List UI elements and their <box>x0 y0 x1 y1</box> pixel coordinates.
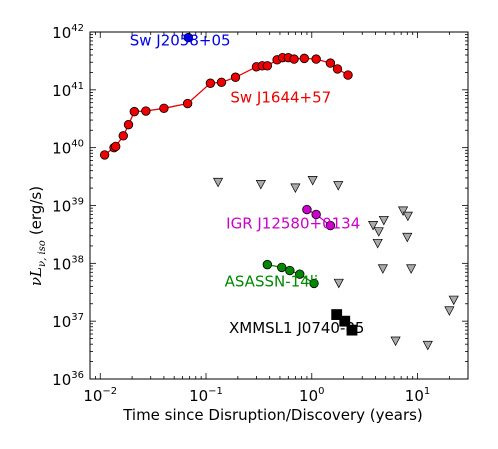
x-tick-label: 10−1 <box>189 386 223 405</box>
series-sw-j2058-05-point <box>183 32 193 43</box>
series-sw-j1644-57-point <box>118 131 128 141</box>
series-sw-j1644-57 <box>99 52 353 160</box>
series-asassn-14li-point <box>295 269 305 279</box>
annotation-sw-j1644-57: Sw J1644+57 <box>230 89 331 107</box>
series-sw-j1644-57-point <box>99 150 110 160</box>
series-igr-j12580-0134 <box>302 204 336 231</box>
series-sw-j1644-57-point <box>216 77 227 87</box>
series-asassn-14li-point <box>309 278 319 289</box>
y-tick-label: 1040 <box>52 139 84 158</box>
y-tick-label: 1037 <box>52 312 84 331</box>
series-upper-limits-point <box>377 264 388 274</box>
x-tick-label: 10−2 <box>83 386 117 405</box>
series-upper-limits-point <box>406 264 417 274</box>
y-tick-label: 1039 <box>52 197 84 216</box>
series-upper-limits-point <box>333 181 344 191</box>
series-sw-j1644-57-point <box>141 106 151 116</box>
series-upper-limits-point <box>378 215 389 226</box>
y-axis-label-unit: (erg/s) <box>27 186 45 235</box>
y-axis-label-sub: ν, iso <box>37 240 48 267</box>
series-asassn-14li <box>262 259 319 289</box>
series-upper-limits-point <box>212 177 224 188</box>
series-sw-j1644-57-point <box>205 78 216 88</box>
series-upper-limits-point <box>448 295 459 306</box>
series-sw-j2058-05 <box>183 32 193 43</box>
y-tick-label: 1042 <box>52 23 84 42</box>
series-sw-j1644-57-point <box>299 53 310 64</box>
series-upper-limits-point <box>373 227 384 237</box>
series-upper-limits-point <box>372 238 383 249</box>
series-sw-j1644-57-point <box>311 54 321 64</box>
series-asassn-14li-point <box>277 262 287 273</box>
series-sw-j1644-57-point <box>123 119 134 130</box>
series-upper-limits-point <box>402 211 413 222</box>
annotation-asassn-14li: ASASSN-14li <box>225 272 318 290</box>
y-axis-label: νLν, iso (erg/s) <box>27 186 48 286</box>
y-axis-label-main: νL <box>27 267 45 286</box>
data-layer <box>99 32 459 351</box>
series-upper-limits-point <box>255 180 266 190</box>
series-sw-j1644-57-point <box>129 106 140 117</box>
series-upper-limits-point <box>390 336 401 347</box>
series-xmmsl1-j0740-85-point <box>339 315 351 327</box>
series-upper-limits-point <box>444 306 455 316</box>
series-sw-j1644-57-point <box>182 98 193 109</box>
series-xmmsl1-j0740-85 <box>331 309 358 336</box>
series-sw-j1644-57-point <box>332 64 343 74</box>
series-sw-j1644-57-point <box>289 54 299 64</box>
series-xmmsl1-j0740-85-point <box>346 324 358 336</box>
y-tick-label: 1038 <box>52 254 84 273</box>
x-axis-label: Time since Disruption/Discovery (years) <box>122 406 423 424</box>
series-sw-j1644-57-point <box>325 58 336 68</box>
svg-text:νLν, iso(erg/s): νLν, iso (erg/s) <box>27 186 48 286</box>
series-igr-j12580-0134-point <box>302 204 312 215</box>
annotation-xmmsl1-j0740-85: XMMSL1 J0740-85 <box>229 319 364 337</box>
plot-area: Sw J2058+05 Sw J1644+57 IGR J12580+0134 ASA… <box>99 32 459 351</box>
series-asassn-14li-point <box>285 265 295 276</box>
series-upper-limits-point <box>397 206 409 217</box>
series-sw-j1644-57-point <box>111 141 121 152</box>
annotation-igr-j12580-0134: IGR J12580+0134 <box>226 215 360 233</box>
x-tick-label: 101 <box>405 386 430 405</box>
y-tick-label: 1041 <box>52 81 84 100</box>
series-igr-j12580-0134-point <box>325 220 336 231</box>
series-upper-limits-point <box>368 221 379 231</box>
series-upper-limits-point <box>333 278 344 289</box>
axes: 10−2 10−1 100 101 1036 1037 1038 1039 1040 1041 10… <box>52 23 469 405</box>
series-upper-limits-point <box>402 232 413 243</box>
series-upper-limits-point <box>422 340 433 351</box>
y-tick-label: 1036 <box>52 370 84 389</box>
series-sw-j1644-57-point <box>343 70 353 80</box>
series-sw-j1644-57-point <box>262 61 273 71</box>
annotation-sw-j2058-05: Sw J2058+05 <box>130 32 231 50</box>
series-upper-limits <box>212 176 459 351</box>
series-xmmsl1-j0740-85-point <box>331 309 343 320</box>
series-sw-j1644-57-point <box>230 72 241 82</box>
series-sw-j1644-57-point <box>159 103 169 113</box>
series-asassn-14li-point <box>262 259 273 270</box>
series-upper-limits-point <box>307 176 318 186</box>
series-upper-limits-point <box>290 183 301 194</box>
x-tick-label: 100 <box>299 386 324 405</box>
series-igr-j12580-0134-point <box>311 209 321 220</box>
